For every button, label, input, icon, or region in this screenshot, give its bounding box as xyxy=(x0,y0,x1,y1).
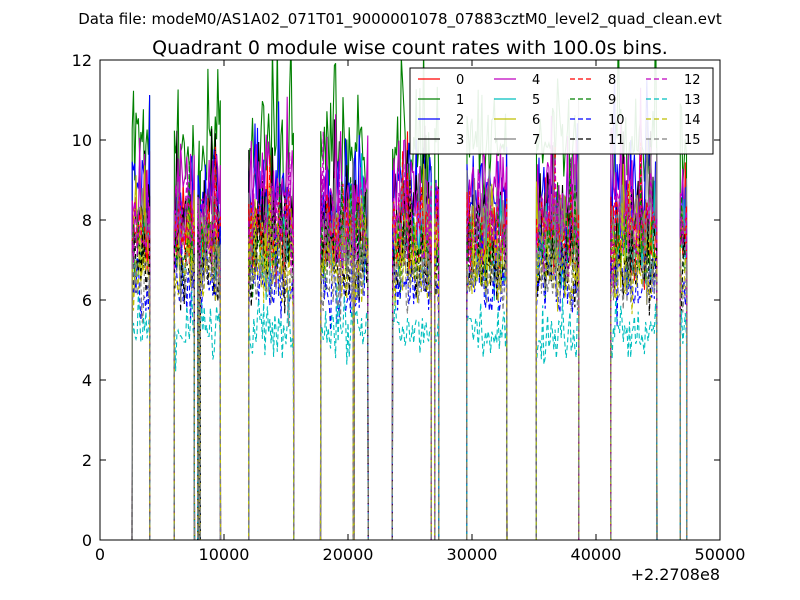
x-tick-label: 10000 xyxy=(199,545,250,564)
legend-box xyxy=(409,67,714,155)
series-line-15 xyxy=(131,197,688,540)
series-line-10 xyxy=(131,223,688,540)
y-tick-label: 10 xyxy=(72,131,92,150)
series-line-13 xyxy=(131,277,688,540)
x-tick-label: 30000 xyxy=(447,545,498,564)
x-tick-label: 50000 xyxy=(695,545,746,564)
chart-title: Quadrant 0 module wise count rates with … xyxy=(152,37,668,59)
legend-label-12: 12 xyxy=(684,73,701,88)
y-tick-label: 4 xyxy=(82,371,92,390)
series-line-7 xyxy=(131,98,688,540)
plot-area xyxy=(131,60,688,540)
x-offset-label: +2.2708e8 xyxy=(631,565,720,584)
legend-label-1: 1 xyxy=(456,93,464,108)
legend-label-11: 11 xyxy=(608,133,625,148)
legend-label-15: 15 xyxy=(684,133,701,148)
legend-label-9: 9 xyxy=(608,93,616,108)
series-line-8 xyxy=(131,142,688,540)
figure-suptitle: Data file: modeM0/AS1A02_071T01_90000010… xyxy=(78,10,722,29)
y-tick-label: 0 xyxy=(82,531,92,550)
x-tick-label: 0 xyxy=(95,545,105,564)
series-line-12 xyxy=(131,131,688,540)
legend-label-5: 5 xyxy=(532,93,540,108)
x-tick-label: 20000 xyxy=(323,545,374,564)
y-tick-label: 12 xyxy=(72,51,92,70)
y-tick-label: 2 xyxy=(82,451,92,470)
legend-label-14: 14 xyxy=(684,113,701,128)
legend-label-3: 3 xyxy=(456,133,464,148)
legend-label-4: 4 xyxy=(532,73,540,88)
y-tick-label: 8 xyxy=(82,211,92,230)
legend-label-0: 0 xyxy=(456,73,464,88)
legend-label-10: 10 xyxy=(608,113,625,128)
legend-label-6: 6 xyxy=(532,113,540,128)
x-tick-label: 40000 xyxy=(571,545,622,564)
legend-label-2: 2 xyxy=(456,113,464,128)
y-tick-label: 6 xyxy=(82,291,92,310)
legend-label-7: 7 xyxy=(532,133,540,148)
legend-label-13: 13 xyxy=(684,93,701,108)
legend-label-8: 8 xyxy=(608,73,616,88)
